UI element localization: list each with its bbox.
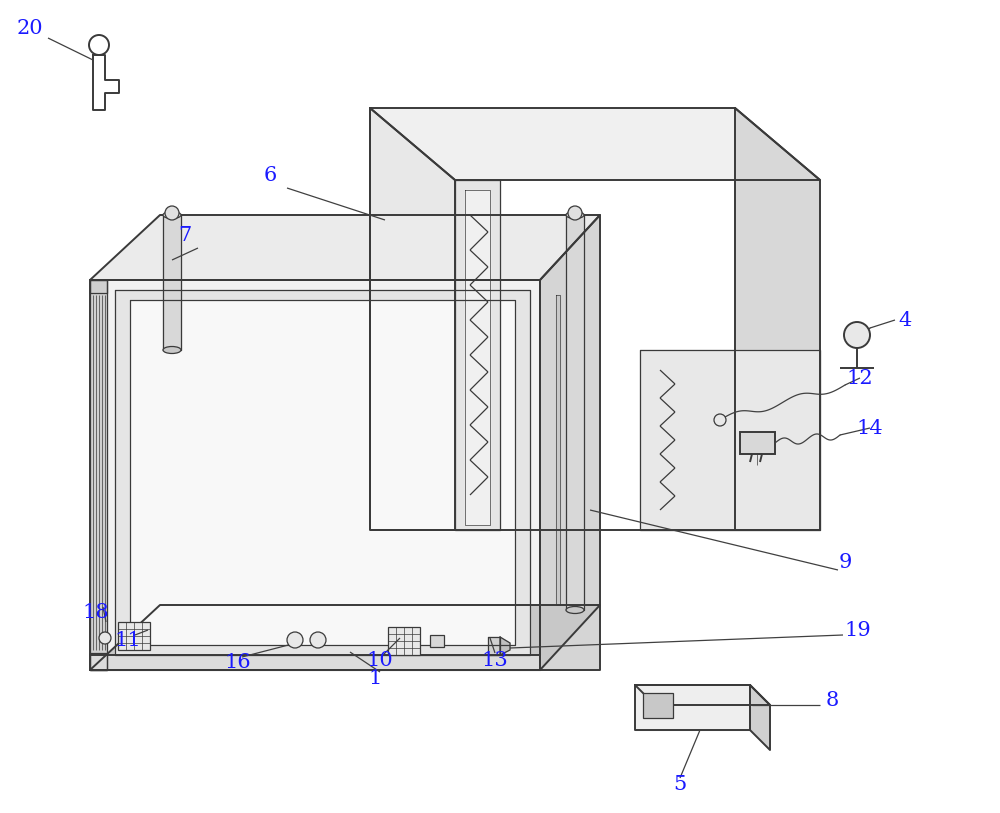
Circle shape [287, 632, 303, 648]
Polygon shape [750, 685, 770, 750]
Text: 10: 10 [367, 650, 393, 669]
Polygon shape [90, 605, 600, 670]
Text: 9: 9 [838, 553, 852, 572]
Text: 5: 5 [673, 776, 687, 794]
Polygon shape [90, 215, 600, 280]
Text: 13: 13 [482, 650, 508, 669]
Text: 18: 18 [83, 602, 109, 621]
Circle shape [99, 632, 111, 644]
Text: 7: 7 [178, 225, 192, 245]
Polygon shape [556, 295, 560, 605]
Text: 1: 1 [368, 668, 382, 688]
Polygon shape [90, 655, 540, 670]
Circle shape [844, 322, 870, 348]
Text: 4: 4 [898, 311, 912, 329]
Polygon shape [455, 180, 500, 530]
Polygon shape [465, 190, 490, 525]
Polygon shape [90, 280, 540, 670]
Polygon shape [735, 108, 820, 530]
Bar [118, 622, 150, 650]
Polygon shape [130, 300, 515, 645]
Polygon shape [90, 280, 107, 670]
Text: 19: 19 [845, 620, 871, 640]
Ellipse shape [566, 211, 584, 219]
Polygon shape [163, 215, 181, 350]
Text: 8: 8 [825, 690, 839, 710]
Text: 11: 11 [115, 631, 141, 650]
Circle shape [310, 632, 326, 648]
Bar [643, 693, 673, 718]
Ellipse shape [566, 606, 584, 614]
Polygon shape [90, 653, 107, 670]
Text: 12: 12 [847, 368, 873, 388]
Polygon shape [500, 637, 510, 655]
Polygon shape [640, 350, 820, 530]
Polygon shape [90, 280, 107, 293]
Bar [388, 627, 420, 655]
Polygon shape [370, 108, 455, 530]
Polygon shape [635, 685, 770, 705]
Bar [740, 432, 775, 454]
Text: 14: 14 [857, 419, 883, 437]
Polygon shape [370, 108, 820, 180]
Polygon shape [566, 215, 584, 610]
Circle shape [165, 206, 179, 220]
Bar [430, 635, 444, 647]
Circle shape [568, 206, 582, 220]
Text: 6: 6 [263, 166, 277, 185]
Polygon shape [115, 290, 530, 655]
Polygon shape [488, 637, 500, 655]
Polygon shape [540, 215, 600, 670]
Text: 20: 20 [17, 19, 43, 37]
Text: 16: 16 [225, 654, 251, 672]
Circle shape [714, 414, 726, 426]
Polygon shape [635, 685, 750, 730]
Ellipse shape [163, 211, 181, 219]
Ellipse shape [163, 346, 181, 354]
